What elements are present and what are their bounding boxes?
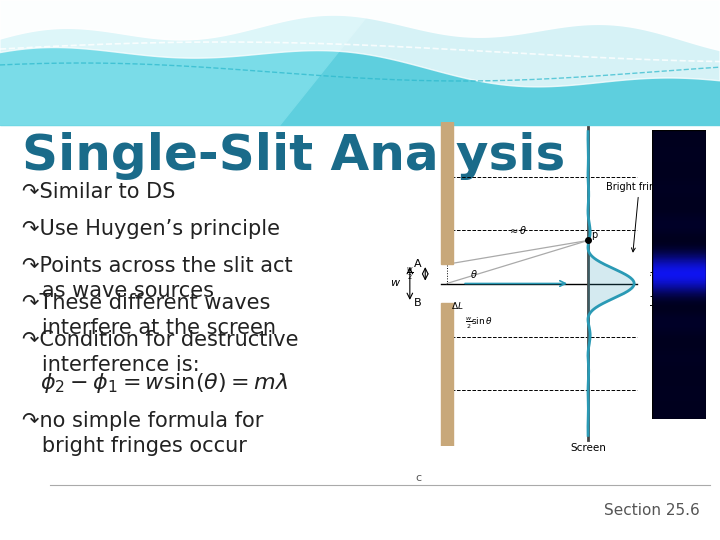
Text: ↷These different waves
   interfere at the screen: ↷These different waves interfere at the …: [22, 293, 276, 338]
Text: $\theta$: $\theta$: [470, 268, 477, 280]
Text: Intensity: Intensity: [649, 262, 660, 305]
Text: ↷Condition for destructive
   interference is:: ↷Condition for destructive interference …: [22, 330, 299, 375]
Polygon shape: [0, 0, 380, 125]
Text: $\phi_2 - \phi_1 = w\sin(\theta) = m\lambda$: $\phi_2 - \phi_1 = w\sin(\theta) = m\lam…: [40, 371, 288, 395]
Text: Section 25.6: Section 25.6: [604, 503, 700, 518]
Text: Bright fringes: Bright fringes: [606, 182, 672, 252]
Text: A: A: [413, 259, 421, 269]
Text: $\frac{w}{2}\sin\theta$: $\frac{w}{2}\sin\theta$: [465, 316, 492, 331]
Text: ↷no simple formula for
   bright fringes occur: ↷no simple formula for bright fringes oc…: [22, 411, 264, 456]
Text: $\frac{w}{2}$: $\frac{w}{2}$: [406, 265, 413, 282]
Text: p: p: [592, 230, 598, 240]
Bar: [0, 0, 720, 125]
Text: $w$: $w$: [390, 279, 401, 288]
Text: B: B: [413, 298, 421, 308]
Text: ↷Points across the slit act
   as wave sources: ↷Points across the slit act as wave sour…: [22, 256, 292, 301]
Bar: [441, 303, 453, 446]
Text: Screen: Screen: [570, 443, 606, 453]
Text: $\approx\theta$: $\approx\theta$: [508, 225, 528, 237]
Text: ↷Similar to DS: ↷Similar to DS: [22, 182, 176, 202]
Text: ↷Use Huygen’s principle: ↷Use Huygen’s principle: [22, 219, 280, 239]
Text: Single-Slit Analysis: Single-Slit Analysis: [22, 132, 565, 180]
Text: c: c: [415, 473, 421, 483]
Bar: [441, 122, 453, 264]
Text: $\Delta L$: $\Delta L$: [451, 300, 464, 311]
